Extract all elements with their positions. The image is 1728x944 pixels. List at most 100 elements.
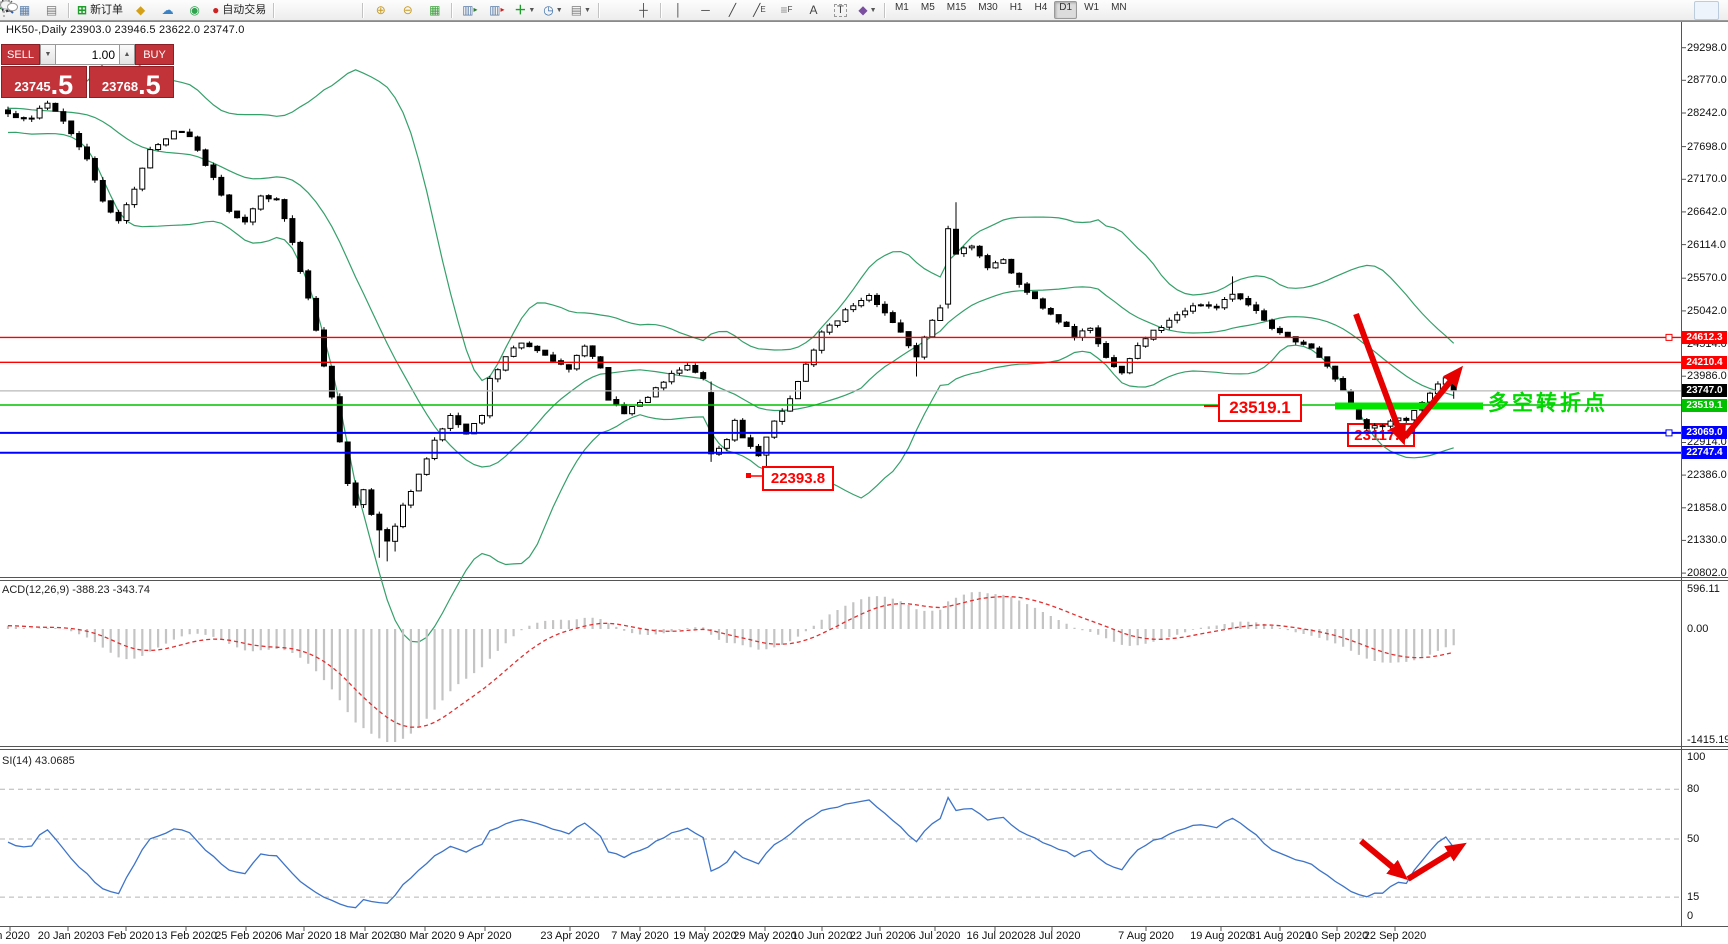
trend-arrow-3[interactable] xyxy=(1406,842,1467,882)
price-tick: 21330.0 xyxy=(1687,534,1727,546)
volume-increase-button[interactable]: ▲ xyxy=(119,44,135,65)
date-tick: 19 Aug 2020 xyxy=(1190,930,1252,942)
price-tick: 28770.0 xyxy=(1687,74,1727,86)
volume-input[interactable] xyxy=(56,44,119,65)
rsi-tick: 100 xyxy=(1687,751,1706,763)
fibonacci-icon[interactable]: ≡ F xyxy=(780,3,793,17)
timeframe-m1[interactable]: M1 xyxy=(894,2,909,13)
price-tick: 23986.0 xyxy=(1687,370,1727,382)
equidistant-channel-icon[interactable]: ╱ E xyxy=(753,3,766,17)
market-icon[interactable]: ☁ xyxy=(161,3,174,17)
triangle-up-icon: ▲ xyxy=(123,51,131,58)
date-tick: 19 May 2020 xyxy=(673,930,737,942)
date-tick: 10 Jun 2020 xyxy=(791,930,853,942)
signals-icon[interactable]: ◉ xyxy=(189,3,200,17)
zoom-out-icon[interactable]: ⊖ xyxy=(402,3,413,17)
bear-candles xyxy=(5,102,1457,542)
price-tick: 20802.0 xyxy=(1687,567,1727,579)
zoom-in-icon[interactable]: ⊕ xyxy=(375,3,386,17)
toolbar-separator xyxy=(659,2,662,18)
search-icon[interactable] xyxy=(0,0,1692,20)
text-label-icon[interactable]: T xyxy=(828,1,853,20)
price-tick: 26114.0 xyxy=(1687,239,1726,251)
price-tick: 25042.0 xyxy=(1687,305,1727,317)
text-icon[interactable]: A xyxy=(809,3,818,17)
metaeditor-icon[interactable]: ◆ xyxy=(135,3,146,17)
new-order-button[interactable]: ⊞ 新订单 xyxy=(77,3,124,17)
vertical-line-icon[interactable]: │ xyxy=(674,3,683,17)
crosshair-icon[interactable]: ┼ xyxy=(639,3,648,17)
date-tick: 18 Mar 2020 xyxy=(334,930,396,942)
date-tick: 31 Aug 2020 xyxy=(1249,930,1311,942)
price-tick: 26642.0 xyxy=(1687,206,1727,218)
trendline-icon[interactable]: ╱ xyxy=(728,3,737,17)
price-tag: 23747.0 xyxy=(1682,384,1727,397)
profiles-icon[interactable]: ▤ xyxy=(45,3,58,17)
buy-price[interactable]: 23768.5 xyxy=(88,66,174,98)
bollinger-middle xyxy=(7,107,1454,468)
line-chart-icon[interactable] xyxy=(0,0,358,20)
timeframe-h4[interactable]: H4 xyxy=(1034,2,1048,13)
trend-arrow-1[interactable] xyxy=(1402,365,1464,439)
toolbar: ▦ ▤ ⊞ 新订单 ◆ ☁ ◉ ● 自动交易 ⊕ ⊖ ▦ ▥ ▸ ▥ ▸ ＋ ▼ ◷ ▼ xyxy=(0,0,1728,21)
date-tick: 10 Sep 2020 xyxy=(1305,930,1369,942)
timeframe-group: M1 M5 M15 M30 H1 H4 D1 W1 MN xyxy=(889,1,1133,19)
rsi-label: SI(14) 43.0685 xyxy=(2,755,75,767)
date-tick: 30 Mar 2020 xyxy=(394,930,456,942)
triangle-down-icon: ▼ xyxy=(44,51,52,58)
turning-point-label[interactable]: 多空转折点 xyxy=(1488,392,1608,415)
date-tick: 3 Feb 2020 xyxy=(98,930,154,942)
date-tick: 7 Aug 2020 xyxy=(1118,930,1174,942)
candle-wicks xyxy=(7,100,1455,562)
macd-tick: -1415.19 xyxy=(1687,734,1728,746)
price-tick: 25570.0 xyxy=(1687,272,1727,284)
toolbar-separator xyxy=(362,2,365,18)
chart-shift-icon[interactable]: ▥ ▸ xyxy=(489,3,505,17)
trend-arrow-2[interactable] xyxy=(1359,838,1409,881)
sell-button[interactable]: SELL xyxy=(1,44,40,65)
trend-arrow-0[interactable] xyxy=(1353,312,1406,446)
date-tick: 23 Apr 2020 xyxy=(540,930,600,942)
timeframe-h1[interactable]: H1 xyxy=(1009,2,1023,13)
price-tick: 21858.0 xyxy=(1687,502,1727,514)
cursor-icon[interactable] xyxy=(2,0,629,20)
timeframe-mn[interactable]: MN xyxy=(1111,2,1127,13)
timeframe-w1[interactable]: W1 xyxy=(1084,2,1100,13)
macd-signal-line xyxy=(7,595,1454,728)
horizontal-line-icon[interactable]: ─ xyxy=(701,3,710,17)
new-order-icon: ⊞ xyxy=(77,3,88,17)
may-low-price-box[interactable]: 22393.8 xyxy=(762,466,834,491)
chat-icon[interactable] xyxy=(0,0,1719,20)
sell-price[interactable]: 23745.5 xyxy=(1,66,87,98)
date-tick: 20 Jan 2020 xyxy=(37,930,99,942)
date-tick: 22 Sep 2020 xyxy=(1363,930,1427,942)
price-tick: 27170.0 xyxy=(1687,173,1727,185)
date-tick: 16 Jul 2020 xyxy=(966,930,1024,942)
periods-button[interactable]: ◷ ▼ xyxy=(543,3,563,17)
templates-button[interactable]: ▤ ▼ xyxy=(570,3,591,17)
candlestick-chart-icon[interactable] xyxy=(0,0,331,20)
rsi-line xyxy=(7,796,1455,909)
timeframe-m30[interactable]: M30 xyxy=(978,2,998,13)
macd-label: ACD(12,26,9) -388.23 -343.74 xyxy=(2,584,150,596)
auto-trading-button[interactable]: ● 自动交易 xyxy=(212,3,267,17)
tile-windows-icon[interactable]: ▦ xyxy=(429,3,441,17)
volume-decrease-button[interactable]: ▼ xyxy=(40,44,56,65)
timeframe-d1[interactable]: D1 xyxy=(1054,1,1078,19)
bar-chart-icon[interactable] xyxy=(0,1,304,20)
price-tag: 23519.1 xyxy=(1682,399,1727,412)
shapes-button[interactable]: ◆ ▼ xyxy=(858,3,877,17)
macd-histogram xyxy=(6,591,1455,742)
macd-tick: 0.00 xyxy=(1687,623,1709,635)
timeframe-m5[interactable]: M5 xyxy=(920,2,935,13)
macd-tick: 596.11 xyxy=(1687,583,1720,595)
indicators-button[interactable]: ＋ ▼ xyxy=(514,3,536,17)
auto-scroll-icon[interactable]: ▥ ▸ xyxy=(462,3,478,17)
timeframe-m15[interactable]: M15 xyxy=(946,2,967,13)
new-chart-icon[interactable]: ▦ xyxy=(18,3,31,17)
support-price-box[interactable]: 23519.1 xyxy=(1218,394,1302,422)
auto-trading-icon: ● xyxy=(212,3,220,17)
buy-button[interactable]: BUY xyxy=(135,44,174,65)
date-tick: 25 Feb 2020 xyxy=(215,930,277,942)
